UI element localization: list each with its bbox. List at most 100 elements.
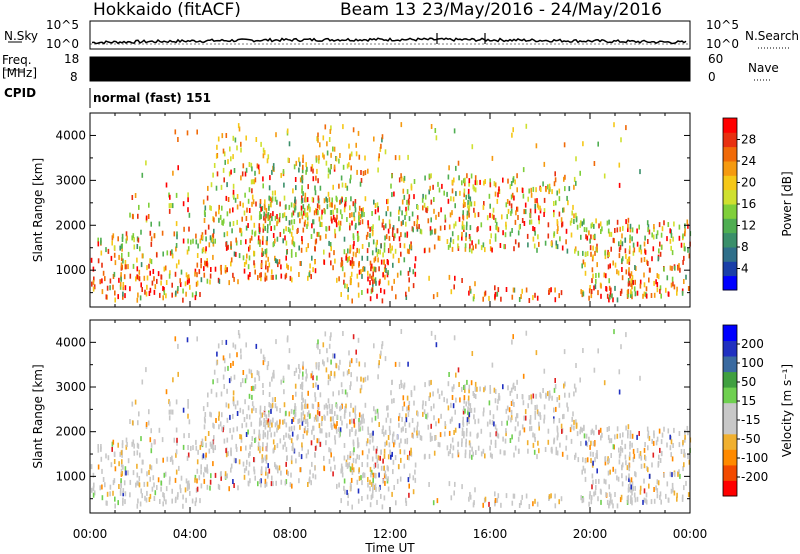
range-cell [121, 264, 123, 270]
range-cell [185, 272, 188, 278]
range-cell [636, 496, 639, 502]
range-cell [125, 437, 128, 443]
range-cell [166, 250, 169, 256]
range-cell [539, 205, 541, 211]
range-cell [467, 409, 469, 415]
range-cell [543, 161, 546, 167]
range-cell [366, 255, 369, 261]
range-cell [249, 238, 251, 244]
range-cell [385, 474, 387, 480]
range-cell [655, 485, 657, 491]
range-cell [232, 135, 235, 141]
range-cell [137, 237, 140, 243]
range-cell [669, 238, 672, 244]
range-cell [400, 122, 403, 128]
range-cell [267, 256, 269, 262]
range-cell [452, 239, 455, 245]
range-cell [604, 460, 607, 466]
range-cell [405, 501, 408, 506]
range-cell [360, 208, 363, 214]
range-cell [631, 275, 634, 281]
range-cell [639, 244, 642, 250]
range-cell [594, 490, 597, 496]
range-cell [149, 287, 152, 293]
range-cell [472, 296, 475, 302]
range-cell [203, 210, 206, 216]
range-cell [537, 411, 540, 417]
range-cell [299, 467, 302, 473]
range-cell [656, 493, 659, 499]
range-cell [373, 257, 376, 263]
range-cell [334, 411, 336, 417]
range-cell [656, 488, 659, 494]
range-cell [408, 422, 411, 428]
range-cell [659, 491, 662, 497]
range-cell [264, 218, 267, 224]
range-cell [550, 241, 553, 247]
range-cell [457, 441, 459, 447]
range-cell [393, 278, 395, 284]
range-cell [367, 426, 369, 432]
range-cell [369, 502, 372, 508]
range-cell [274, 462, 276, 468]
range-cell [270, 274, 273, 280]
range-cell [374, 266, 376, 272]
range-cell [522, 400, 525, 406]
range-cell [382, 218, 384, 224]
range-cell [510, 194, 513, 200]
range-cell [258, 375, 261, 381]
range-cell [424, 382, 426, 388]
range-cell [597, 348, 599, 354]
range-cell [339, 415, 342, 421]
range-cell [152, 475, 155, 481]
range-cell [248, 162, 251, 167]
range-cell [209, 205, 211, 211]
range-cell [261, 446, 264, 452]
nsky-strip-frame [89, 20, 691, 50]
range-cell [301, 391, 303, 397]
range-cell [150, 465, 153, 471]
range-cell [482, 448, 485, 454]
range-cell [257, 441, 260, 447]
range-cell [407, 405, 410, 411]
range-cell [377, 167, 379, 173]
range-cell [216, 171, 219, 177]
range-cell [244, 171, 247, 177]
range-cell [616, 219, 619, 225]
range-cell [343, 236, 346, 242]
range-cell [532, 186, 535, 192]
range-cell [276, 420, 278, 426]
range-cell [292, 236, 294, 242]
range-cell [284, 480, 287, 486]
range-cell [323, 154, 325, 160]
range-cell [581, 263, 583, 269]
range-cell [647, 433, 649, 439]
velocity-colorbar-cell [723, 402, 737, 419]
range-cell [112, 274, 115, 279]
range-cell [670, 245, 672, 251]
range-cell [231, 434, 233, 440]
colorbar-tick-label: 8 [741, 240, 749, 254]
range-cell [312, 176, 315, 182]
range-cell [182, 297, 184, 303]
range-cell [377, 249, 380, 254]
range-cell [370, 469, 373, 475]
range-cell [350, 165, 352, 171]
range-cell [427, 424, 430, 430]
range-cell [506, 405, 509, 411]
range-cell [521, 188, 524, 193]
range-cell [225, 245, 228, 251]
range-cell [466, 379, 468, 385]
range-cell [596, 243, 598, 249]
x-axis-label: Time UT [364, 541, 415, 554]
range-cell [676, 286, 678, 292]
range-cell [212, 172, 214, 178]
range-cell [132, 233, 135, 239]
range-cell [199, 444, 202, 450]
range-cell [196, 262, 199, 268]
range-cell [619, 226, 621, 232]
range-cell [464, 177, 466, 183]
range-cell [215, 360, 218, 366]
range-cell [301, 395, 303, 401]
range-cell [295, 160, 298, 166]
